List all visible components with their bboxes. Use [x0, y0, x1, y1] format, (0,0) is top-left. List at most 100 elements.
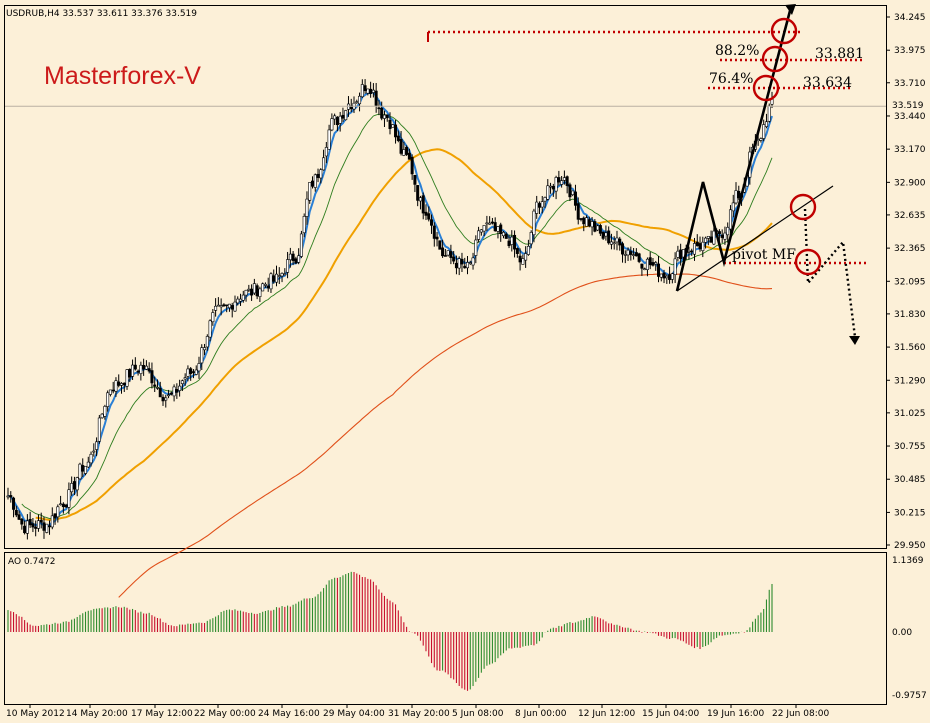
ao-tick-label: -0.9757: [892, 691, 927, 701]
candle-body: [571, 190, 575, 195]
candle-body: [407, 152, 411, 160]
candle-body: [726, 227, 730, 236]
candle-body: [529, 232, 533, 245]
candle-body: [366, 88, 370, 94]
candle-body: [524, 253, 528, 261]
candle-body: [255, 285, 259, 297]
candle-body: [513, 234, 517, 250]
candle-body: [485, 222, 489, 225]
candle-body: [70, 483, 74, 493]
candle-body: [172, 386, 176, 397]
candle-body: [302, 216, 306, 234]
candle-body: [28, 518, 32, 526]
candle-body: [131, 364, 135, 377]
candle-body: [316, 173, 320, 178]
candle-body: [712, 230, 716, 245]
candle-body: [609, 241, 613, 245]
candle-body: [446, 250, 450, 256]
candle-body: [405, 146, 409, 155]
candle-body: [319, 169, 323, 179]
candle-body: [418, 197, 422, 202]
target-circle-marker: [752, 74, 780, 102]
candle-body: [587, 219, 591, 227]
mid-ma-line: [21, 113, 773, 519]
candle-body: [86, 461, 90, 468]
price-tick-label: 31.830: [894, 310, 926, 320]
candle-body: [518, 255, 522, 263]
candle-body: [737, 191, 741, 199]
candle-body: [369, 88, 373, 94]
candle-body: [515, 248, 519, 254]
candle-body: [128, 368, 132, 378]
time-tick-label: 12 Jun 12:00: [578, 709, 635, 719]
candle-body: [430, 219, 434, 226]
candle-body: [106, 392, 110, 407]
candle-body: [568, 184, 572, 198]
candle-body: [598, 225, 602, 234]
candle-body: [596, 225, 600, 231]
candle-body: [144, 365, 148, 370]
candle-body: [227, 303, 231, 309]
candle-body: [468, 262, 472, 264]
time-tick-label: 5 Jun 08:00: [452, 709, 504, 719]
candle-body: [507, 240, 511, 247]
candle-body: [355, 101, 359, 103]
candle-body: [399, 139, 403, 154]
candle-body: [454, 262, 458, 269]
candle-body: [604, 232, 608, 237]
price-axis: 34.245 33.975 33.710 33.440 33.170 32.900 32.6…: [886, 13, 926, 551]
candle-body: [764, 121, 768, 127]
candle-body: [673, 258, 677, 275]
candle-body: [676, 250, 680, 258]
candle-body: [720, 234, 724, 238]
candle-body: [759, 138, 763, 141]
candle-body: [549, 185, 553, 188]
price-tick-label: 30.755: [894, 442, 926, 452]
candle-body: [402, 149, 406, 156]
candle-body: [363, 85, 367, 92]
candle-body: [421, 195, 425, 214]
candle-body: [225, 304, 229, 307]
candle-body: [607, 230, 611, 244]
candle-body: [114, 380, 118, 392]
candle-body: [695, 241, 699, 247]
candle-body: [651, 262, 655, 266]
candle-body: [103, 406, 107, 417]
price-tick-label: 31.290: [894, 376, 926, 386]
candle-body: [551, 185, 555, 190]
candle-body: [277, 275, 281, 277]
candle-body: [180, 380, 184, 384]
candle-body: [147, 368, 151, 372]
brand-label: Masterforex-V: [44, 62, 201, 90]
candle-body: [344, 110, 348, 121]
candle-body: [496, 226, 500, 232]
candle-body: [14, 509, 18, 516]
candle-body: [338, 115, 342, 124]
candle-body: [537, 203, 541, 208]
time-tick-label: 15 Jun 04:00: [642, 709, 699, 719]
price-tick-label: 31.025: [894, 409, 926, 419]
candle-body: [623, 254, 627, 256]
candle-body: [133, 364, 137, 370]
candle-body: [263, 283, 267, 286]
target-circle-marker: [761, 45, 789, 73]
candle-body: [280, 273, 284, 277]
candle-body: [203, 347, 207, 351]
candle-body: [194, 369, 198, 375]
candle-body: [183, 377, 187, 380]
candle-body: [186, 368, 190, 377]
candle-body: [286, 259, 290, 273]
candle-body: [648, 257, 652, 266]
candle-body: [197, 363, 201, 372]
candle-body: [723, 232, 727, 240]
ao-tick-label: 0.00: [892, 628, 912, 638]
candle-body: [687, 250, 691, 253]
annotations: [5, 4, 886, 345]
candle-body: [53, 513, 57, 519]
zigzag-arrowhead: [785, 4, 796, 15]
candle-body: [466, 262, 470, 269]
candle-body: [432, 225, 436, 239]
candle-body: [294, 258, 298, 264]
candle-body: [546, 185, 550, 200]
